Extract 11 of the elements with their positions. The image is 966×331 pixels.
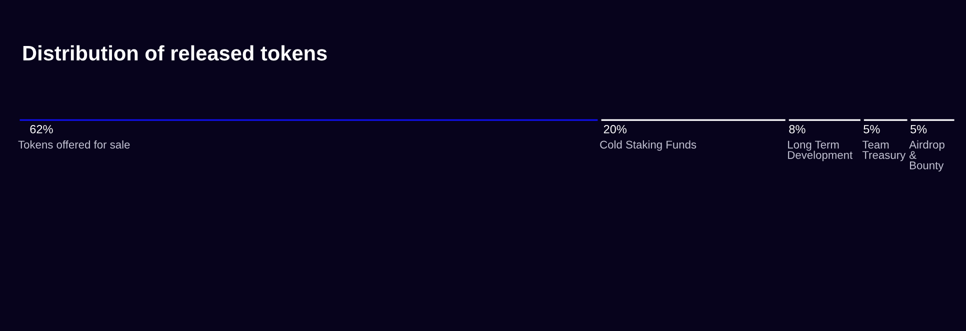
series-label: Airdrop & Bounty <box>909 140 944 172</box>
series-label: Cold Staking Funds <box>600 140 696 151</box>
chart-title: Distribution of released tokens <box>23 45 327 61</box>
series-label: Tokens offered for sale <box>18 140 130 149</box>
series-label: Team Treasury <box>862 140 906 162</box>
data-label: 8% <box>789 125 806 134</box>
series-label: Long Term Development <box>788 140 853 162</box>
data-label: 5% <box>864 125 880 134</box>
data-label: 5% <box>910 125 927 134</box>
data-label: 20% <box>604 125 627 134</box>
data-label: 62% <box>30 125 53 134</box>
